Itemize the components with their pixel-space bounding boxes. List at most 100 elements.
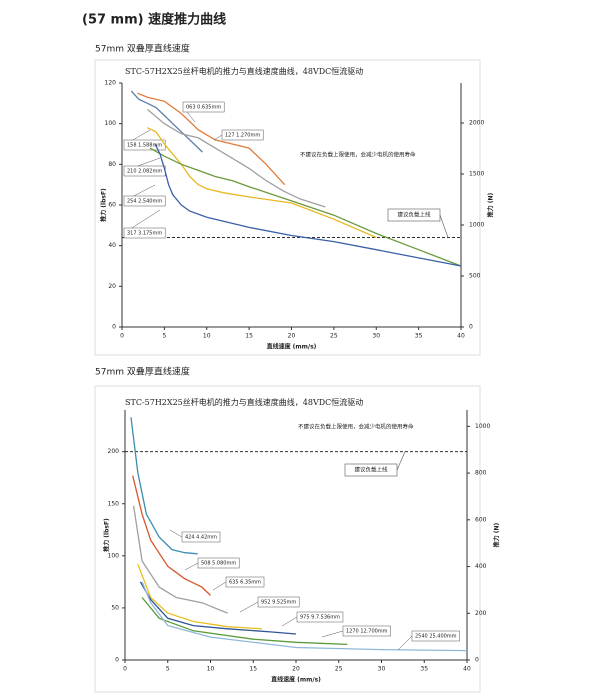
series-label-box [296, 611, 344, 623]
y2-tick-label: 0 [475, 657, 479, 664]
y-tick-label: 120 [105, 80, 117, 87]
x-tick-label: 35 [415, 333, 423, 340]
y2-tick-label: 500 [469, 272, 481, 279]
series-label: 2540 25.400mm [415, 634, 457, 640]
series-line [137, 92, 286, 186]
y-tick-label: 50 [111, 604, 119, 611]
y-axis-title: 推力 (lbsF) [100, 188, 108, 222]
x-axis-title: 直线速度 (mm/s) [271, 676, 321, 684]
x-tick-label: 0 [123, 666, 127, 673]
y-tick-label: 100 [105, 120, 117, 127]
series-label: 508 5.080mm [201, 561, 236, 567]
x-tick-label: 15 [249, 666, 257, 673]
y-tick-label: 60 [108, 202, 116, 209]
series-line [132, 505, 228, 614]
y2-tick-label: 0 [469, 324, 473, 331]
x-tick-label: 40 [463, 666, 471, 673]
series-line [146, 108, 326, 208]
limit-label: 建议负载上线 [354, 466, 388, 474]
series-label: 635 6.35mm [229, 580, 261, 586]
series-label: 210 2.082mm [127, 169, 162, 175]
section-title: 57mm 双叠厚直线速度 [95, 366, 190, 378]
x-tick-label: 15 [245, 333, 253, 340]
y2-tick-label: 400 [475, 563, 487, 570]
series-label: 952 9.525mm [261, 600, 296, 606]
series-line [132, 475, 211, 596]
label-leader [281, 616, 298, 627]
chart-title: STC-57H2X25丝杆电机的推力与直线速度曲线，48VDC恒流驱动 [125, 397, 363, 407]
y-tick-label: 20 [108, 283, 116, 290]
label-leader [321, 630, 344, 638]
label-leader [397, 635, 413, 651]
chart-title: STC-57H2X25丝杆电机的推力与直线速度曲线，48VDC恒流驱动 [125, 66, 363, 76]
section-title: 57mm 双叠厚直线速度 [95, 43, 190, 55]
x-tick-label: 25 [330, 333, 338, 340]
series-line [147, 127, 377, 239]
y2-tick-label: 2000 [469, 119, 484, 126]
series-label-box [342, 625, 391, 637]
y2-tick-label: 1500 [469, 170, 484, 177]
x-tick-label: 5 [162, 333, 166, 340]
x-tick-label: 20 [288, 333, 296, 340]
series-line [130, 417, 198, 555]
y-tick-label: 100 [108, 552, 120, 559]
series-line [139, 581, 297, 635]
label-leader [239, 601, 259, 613]
series-label-box [411, 630, 460, 642]
series-label-box [257, 596, 300, 608]
series-line [130, 90, 203, 153]
x-tick-label: 35 [420, 666, 428, 673]
series-label: 424 4.42mm [185, 535, 217, 541]
series-label: 127 1.270mm [225, 133, 260, 139]
label-leader [213, 134, 223, 141]
limit-leader [439, 214, 449, 238]
series-line [137, 563, 262, 630]
series-label: 1270 12.700mm [346, 629, 388, 635]
series-label-box [197, 557, 240, 569]
series-line [141, 597, 348, 646]
x-tick-label: 40 [457, 333, 465, 340]
series-label-box [182, 101, 225, 113]
y-tick-label: 80 [108, 161, 116, 168]
limit-label: 建议负载上线 [397, 211, 431, 219]
series-line [154, 143, 462, 267]
label-leader [169, 529, 183, 538]
annotation: 不建议在负载上限使用，会减少电机的使用寿命 [298, 423, 414, 431]
series-label: 317 3.175mm [127, 231, 162, 237]
y-tick-label: 200 [108, 448, 120, 455]
y2-tick-label: 200 [475, 610, 487, 617]
y2-tick-label: 1000 [475, 423, 490, 430]
chart-frame [94, 385, 481, 693]
x-axis-title: 直线速度 (mm/s) [267, 343, 317, 351]
limit-leader [396, 451, 406, 471]
y2-axis-title: 推力 (N) [487, 192, 495, 217]
series-label: 975 9.7.536mm [300, 615, 340, 621]
x-tick-label: 30 [372, 333, 380, 340]
label-leader [212, 581, 227, 591]
annotation: 不建议在负载上限使用，会减少电机的使用寿命 [300, 151, 416, 159]
series-label-box [123, 195, 166, 207]
series-label-box [221, 129, 264, 141]
series-label-box [181, 531, 221, 543]
y-tick-label: 150 [108, 500, 120, 507]
x-tick-label: 25 [335, 666, 343, 673]
y-axis-title: 推力 (lbsF) [103, 518, 111, 552]
series-label-box [123, 227, 166, 239]
y-tick-label: 0 [115, 657, 119, 664]
y-tick-label: 0 [112, 324, 116, 331]
series-label-box [225, 576, 265, 588]
x-tick-label: 0 [120, 333, 124, 340]
series-label: 063 0.635mm [186, 105, 221, 111]
series-line [141, 581, 468, 652]
series-label: 254 2.540mm [127, 199, 162, 205]
y2-tick-label: 1000 [469, 221, 484, 228]
x-tick-label: 5 [166, 666, 170, 673]
label-leader [184, 562, 199, 571]
y2-axis-title: 推力 (N) [493, 522, 501, 547]
x-tick-label: 20 [292, 666, 300, 673]
y-tick-label: 40 [108, 242, 116, 249]
x-tick-label: 10 [203, 333, 211, 340]
y2-tick-label: 800 [475, 470, 487, 477]
x-tick-label: 30 [378, 666, 386, 673]
